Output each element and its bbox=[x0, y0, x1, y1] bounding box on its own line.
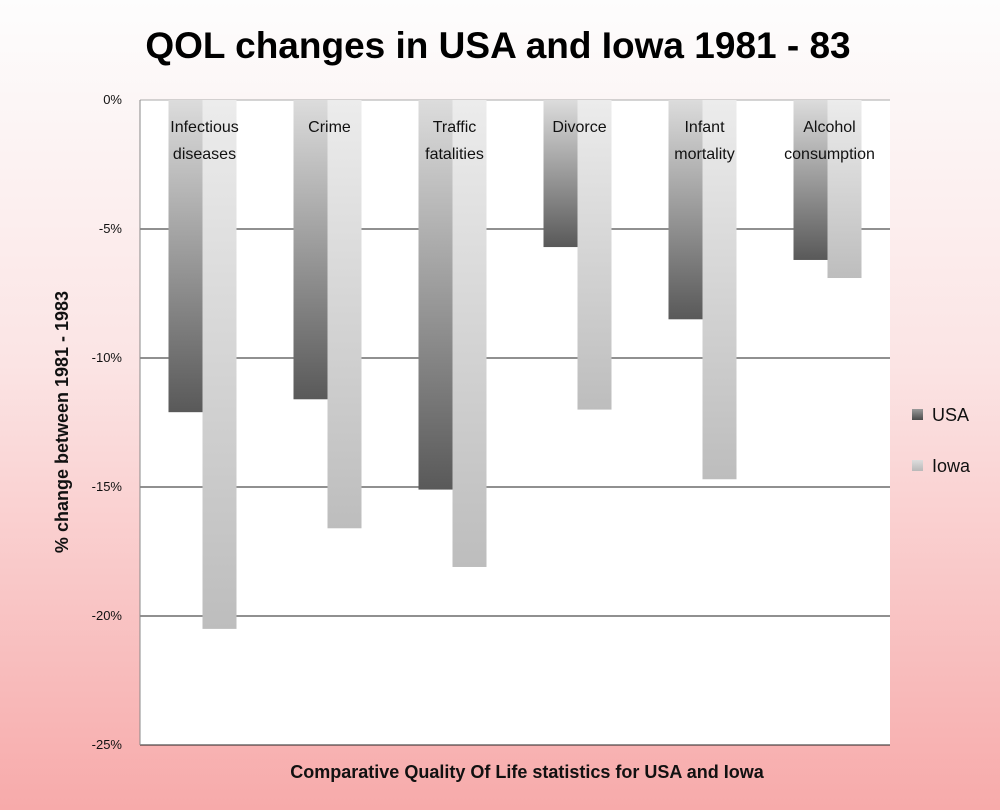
bar-usa bbox=[793, 100, 828, 260]
y-tick-label: 0% bbox=[103, 92, 122, 107]
y-tick-label: -25% bbox=[92, 737, 123, 752]
bars bbox=[168, 100, 862, 629]
category-label: Infant bbox=[684, 119, 725, 136]
bar-iowa bbox=[452, 100, 487, 567]
category-label: mortality bbox=[674, 146, 734, 163]
category-label: Crime bbox=[308, 119, 351, 136]
category-label: Traffic bbox=[433, 119, 477, 136]
bar-usa bbox=[418, 100, 453, 490]
category-label: consumption bbox=[784, 146, 875, 163]
legend-swatch-usa bbox=[912, 409, 923, 420]
bar-usa bbox=[168, 100, 203, 413]
y-tick-label: -10% bbox=[92, 350, 123, 365]
legend-label-iowa: Iowa bbox=[932, 456, 971, 476]
y-tick-label: -20% bbox=[92, 608, 123, 623]
legend: USA Iowa bbox=[912, 405, 971, 476]
bar-iowa bbox=[577, 100, 612, 410]
category-labels: Infectious diseases Crime Traffic fatalities… bbox=[170, 119, 875, 163]
bar-usa bbox=[293, 100, 328, 400]
category-label: Alcohol bbox=[803, 119, 855, 136]
bar-usa bbox=[543, 100, 578, 248]
bar-iowa bbox=[827, 100, 862, 279]
chart-title: QOL changes in USA and Iowa 1981 - 83 bbox=[145, 25, 850, 66]
bar-iowa bbox=[702, 100, 737, 480]
gridlines bbox=[140, 99, 890, 746]
category-label: fatalities bbox=[425, 146, 484, 163]
bar-iowa bbox=[202, 100, 237, 629]
legend-label-usa: USA bbox=[932, 405, 969, 425]
y-axis-ticks: 0% -5% -10% -15% -20% -25% bbox=[92, 92, 123, 752]
legend-swatch-iowa bbox=[912, 460, 923, 471]
y-axis-title: % change between 1981 - 1983 bbox=[52, 291, 72, 553]
y-tick-label: -5% bbox=[99, 221, 123, 236]
category-label: Infectious bbox=[170, 119, 238, 136]
bar-usa bbox=[668, 100, 703, 320]
x-axis-title: Comparative Quality Of Life statistics f… bbox=[290, 762, 764, 782]
category-label: Divorce bbox=[552, 119, 606, 136]
plot-area bbox=[140, 100, 890, 745]
category-label: diseases bbox=[173, 146, 236, 163]
bar-iowa bbox=[327, 100, 362, 529]
y-tick-label: -15% bbox=[92, 479, 123, 494]
